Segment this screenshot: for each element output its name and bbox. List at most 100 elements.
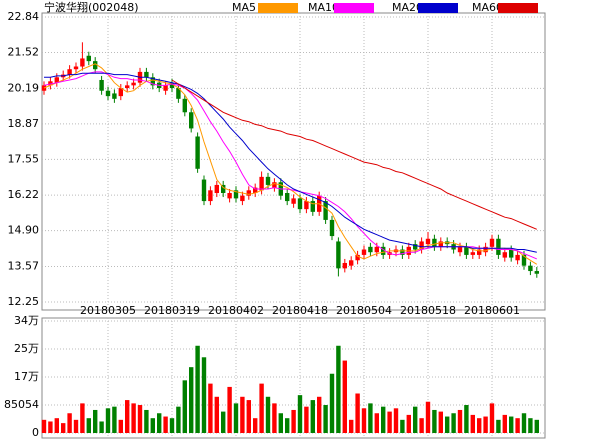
candle-body [93,61,98,70]
candle-body [528,265,533,272]
legend-label: MA60 [472,1,503,14]
volume-tick-label: 0 [32,426,39,439]
candle-body [125,85,130,89]
volume-bar [112,406,117,433]
volume-bar [54,418,59,433]
volume-bar [272,403,277,433]
candle-body [201,179,207,202]
x-tick-label: 20180518 [400,304,456,317]
y-tick-label: 14.90 [8,224,40,237]
volume-bar [80,403,85,433]
volume-bar [489,403,495,433]
volume-bar [425,401,431,433]
candle-body [483,246,488,253]
volume-bar [451,413,456,433]
volume-bar [41,419,47,433]
candle-body [182,98,187,113]
volume-tick-label: 17万 [14,370,39,383]
volume-bar [195,345,200,433]
candle-body [419,241,424,250]
candle-body [214,184,219,194]
volume-bar [125,400,130,433]
candle-body [54,77,59,83]
volume-bar [413,406,418,433]
candle-body [477,249,482,255]
volume-bar [496,419,501,433]
candle-body [297,198,303,210]
candle-body [438,241,443,247]
volume-bar [105,408,111,433]
candle-body [413,244,418,250]
candle-body [48,81,53,86]
candle-body [259,176,264,191]
volume-bar [432,409,437,433]
volume-bar [61,423,66,433]
volume-bar [438,411,443,433]
candle-body [425,238,431,245]
volume-bar [67,413,72,433]
candle-body [489,238,495,247]
volume-bar [502,414,507,433]
volume-bar [86,418,91,433]
volume-bar [477,418,482,433]
volume-bar [355,393,360,433]
volume-bar [221,411,226,433]
volume-bar [368,403,373,433]
candle-body [80,58,85,67]
volume-bar [521,413,527,433]
volume-bar [329,373,335,433]
candle-body [374,246,379,253]
legend-label: MA5 [232,1,256,14]
volume-bar [419,418,424,433]
legend-swatch [498,3,538,13]
volume-bar [246,400,251,433]
volume-bar [240,396,245,433]
candle-body [502,252,507,258]
candle-body [86,55,91,62]
volume-bar [381,406,386,433]
volume-bar [445,416,450,433]
volume-bar [406,414,411,433]
x-tick-label: 20180504 [336,304,392,317]
candle-body [233,190,239,199]
candle-body [118,88,123,97]
candle-body [349,260,354,266]
candle-body [470,252,475,255]
volume-bar [387,411,392,433]
volume-bar [265,396,271,433]
volume-bar [169,418,175,433]
volume-bar [150,418,155,433]
legend-swatch [418,3,458,13]
x-tick-label: 20180305 [80,304,136,317]
volume-bar [163,416,168,433]
volume-bar [208,383,213,433]
candle-body [361,249,367,255]
candle-body [342,262,347,269]
volume-bar [233,403,239,433]
candle-body [67,69,72,75]
volume-bar [285,418,290,433]
candle-body [534,271,539,274]
candle-body [41,85,47,91]
volume-bar [201,357,207,433]
y-tick-label: 18.87 [8,117,40,130]
volume-bar [310,400,315,433]
candle-body [253,187,258,194]
x-tick-label: 20180418 [272,304,328,317]
x-tick-label: 20180402 [208,304,264,317]
volume-bar [361,408,367,433]
y-tick-label: 12.25 [8,295,40,308]
candle-body [169,82,175,89]
y-tick-label: 16.22 [8,188,40,201]
chart-title: 宁波华翔(002048) [44,0,139,14]
candle-body [131,82,136,86]
candle-body [163,85,168,91]
candle-body [189,112,194,129]
y-tick-label: 21.52 [8,46,40,59]
volume-bar [336,345,341,433]
candle-body [99,79,104,91]
candle-body [227,193,232,199]
candle-body [323,201,328,220]
volume-bar [297,395,303,433]
